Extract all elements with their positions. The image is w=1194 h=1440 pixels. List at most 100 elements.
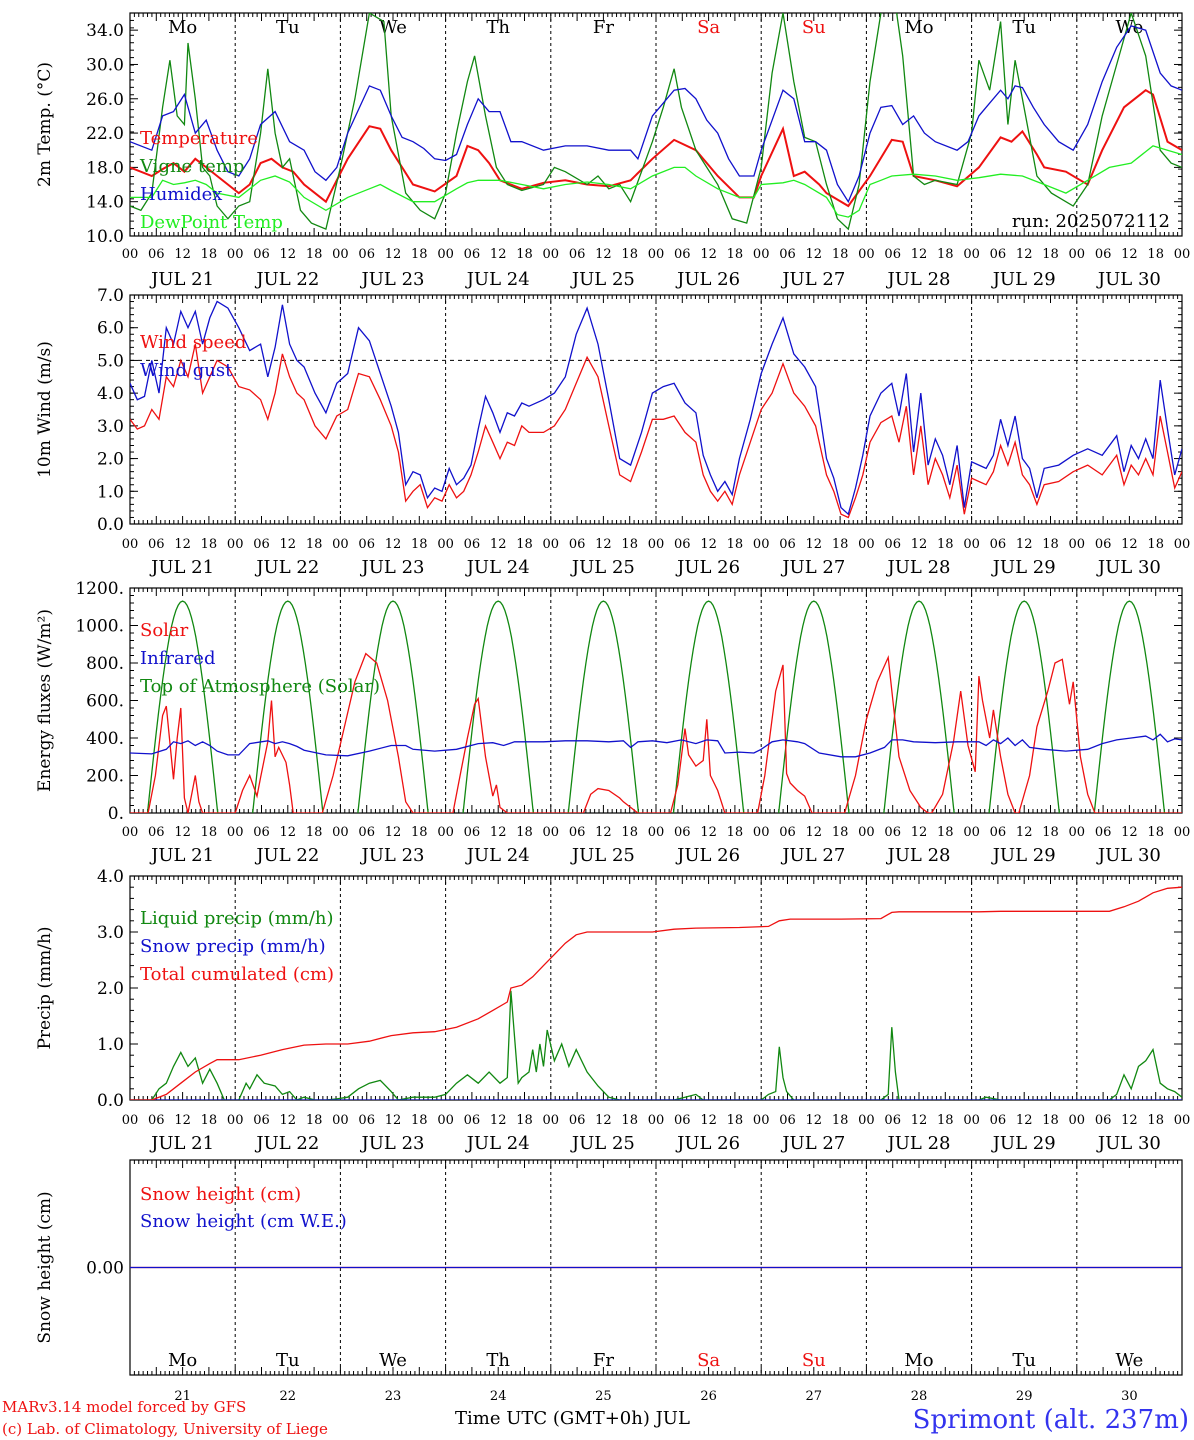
- date-label: JUL 28: [886, 845, 951, 866]
- series-line-vigne-temp: [130, 13, 1182, 231]
- hour-label: 18: [621, 537, 638, 552]
- hour-label: 12: [595, 825, 612, 840]
- date-label: JUL 28: [886, 269, 951, 290]
- date-label: JUL 23: [360, 845, 425, 866]
- hour-label: 12: [700, 1113, 717, 1128]
- weekday-label: We: [379, 1350, 407, 1371]
- day-number-label: 28: [911, 1389, 928, 1404]
- hour-label: 00: [753, 825, 770, 840]
- hour-label: 06: [569, 825, 586, 840]
- date-label: JUL 27: [780, 1133, 845, 1154]
- plot-frame: [129, 12, 1183, 237]
- day-number-label: 22: [280, 1389, 297, 1404]
- hour-label: 18: [937, 1113, 954, 1128]
- legend-entry: Wind speed: [140, 332, 246, 353]
- date-label: JUL 27: [780, 557, 845, 578]
- series-line-dewpoint-temp: [130, 145, 1182, 218]
- hour-label: 18: [727, 825, 744, 840]
- y-tick-label: 14.0: [86, 193, 124, 213]
- weekday-label: Th: [486, 17, 510, 38]
- hour-label: 18: [1042, 537, 1059, 552]
- day-number-label: 21: [174, 1389, 191, 1404]
- legend-entry: Snow height (cm): [140, 1184, 301, 1205]
- hour-label: 06: [884, 1113, 901, 1128]
- date-label: JUL 27: [780, 845, 845, 866]
- hour-label: 18: [411, 537, 428, 552]
- hour-label: 12: [595, 537, 612, 552]
- x-axis-title: Time UTC (GMT+0h) JUL: [455, 1408, 690, 1429]
- day-number-label: 24: [490, 1389, 507, 1404]
- hour-label: 00: [858, 825, 875, 840]
- hour-label: 12: [1121, 825, 1138, 840]
- date-label: JUL 30: [1096, 1133, 1161, 1154]
- y-tick-label: 2.0: [97, 450, 124, 470]
- y-tick-label: 34.0: [86, 21, 124, 41]
- hour-label: 06: [464, 537, 481, 552]
- hour-label: 18: [832, 1113, 849, 1128]
- legend-entry: DewPoint Temp: [140, 212, 283, 233]
- credit-line-2: (c) Lab. of Climatology, University of L…: [2, 1420, 328, 1438]
- hour-label: 18: [306, 247, 323, 262]
- hour-label: 12: [595, 1113, 612, 1128]
- hour-label: 06: [884, 247, 901, 262]
- y-tick-label: 22.0: [86, 124, 124, 144]
- date-label: JUL 28: [886, 1133, 951, 1154]
- hour-label: 06: [253, 1113, 270, 1128]
- hour-label: 06: [148, 1113, 165, 1128]
- hour-label: 18: [727, 537, 744, 552]
- y-tick-label: 1.0: [97, 482, 124, 502]
- hour-label: 00: [1174, 247, 1191, 262]
- hour-label: 00: [227, 537, 244, 552]
- weekday-label: Tu: [276, 17, 300, 38]
- hour-label: 12: [911, 247, 928, 262]
- hour-label: 12: [1016, 1113, 1033, 1128]
- temperature-panel: 10.0 14.0 18.0 22.0 26.0 30.0 34.0 2m Temp. (°C…: [35, 12, 1191, 290]
- day-number-label: 23: [385, 1389, 402, 1404]
- hour-label: 06: [779, 537, 796, 552]
- hour-label: 12: [385, 537, 402, 552]
- hour-label: 12: [700, 537, 717, 552]
- hour-label: 00: [332, 1113, 349, 1128]
- date-label: JUL 25: [570, 557, 635, 578]
- hour-label: 00: [227, 825, 244, 840]
- hour-label: 06: [358, 825, 375, 840]
- hour-label: 00: [543, 825, 560, 840]
- hour-label: 06: [569, 537, 586, 552]
- hour-label: 06: [779, 1113, 796, 1128]
- y-tick-label: 0.0: [97, 515, 124, 535]
- weekday-label: Su: [802, 17, 826, 38]
- hour-label: 18: [727, 247, 744, 262]
- date-label: JUL 24: [465, 557, 530, 578]
- weekday-label: Tu: [1012, 17, 1036, 38]
- series-line-wind-speed: [130, 343, 1182, 519]
- y-tick-label: 1200.: [75, 579, 124, 599]
- hour-label: 18: [1042, 247, 1059, 262]
- hour-label: 06: [464, 247, 481, 262]
- date-label: JUL 29: [991, 269, 1056, 290]
- hour-label: 06: [569, 1113, 586, 1128]
- hour-label: 06: [990, 247, 1007, 262]
- hour-label: 18: [832, 537, 849, 552]
- hour-label: 12: [806, 537, 823, 552]
- hour-label: 18: [937, 825, 954, 840]
- y-tick-label: 5.0: [97, 351, 124, 371]
- hour-label: 12: [280, 537, 297, 552]
- hour-label: 06: [358, 247, 375, 262]
- snow-height-panel: 0.00 Snow height (cm) 21 22 23 24 25 26 27 28 29 30…: [35, 1159, 1183, 1404]
- hour-label: 18: [306, 1113, 323, 1128]
- date-label: JUL 23: [360, 1133, 425, 1154]
- hour-label: 18: [1147, 1113, 1164, 1128]
- footer: MARv3.14 model forced by GFS (c) Lab. of…: [2, 1398, 1189, 1438]
- hour-label: 12: [595, 247, 612, 262]
- date-label: JUL 29: [991, 845, 1056, 866]
- hour-label: 12: [700, 825, 717, 840]
- date-label: JUL 21: [149, 557, 214, 578]
- hour-label: 00: [122, 825, 139, 840]
- hour-label: 06: [990, 537, 1007, 552]
- hour-label: 00: [648, 1113, 665, 1128]
- date-label: JUL 26: [675, 845, 740, 866]
- hour-label: 00: [543, 1113, 560, 1128]
- date-label: JUL 23: [360, 269, 425, 290]
- hour-label: 12: [700, 247, 717, 262]
- date-label: JUL 29: [991, 1133, 1056, 1154]
